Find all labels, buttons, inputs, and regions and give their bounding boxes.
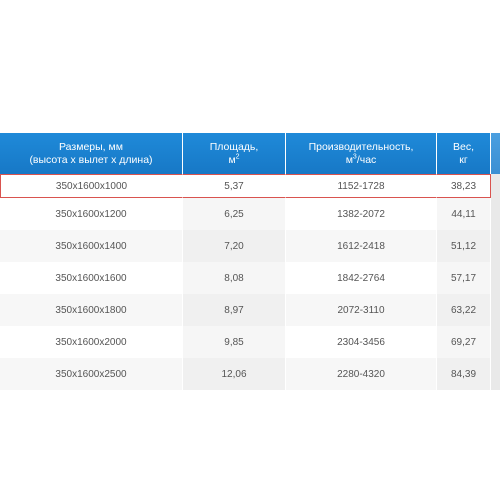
table-row[interactable]: 350x1600x1800 8,97 2072-3110 63,22 xyxy=(0,294,500,326)
cell-size: 350x1600x1200 xyxy=(0,198,183,230)
cell-weight: 69,27 xyxy=(437,326,491,358)
radiator-spec-table-wrap: Размеры, мм (высота х вылет х длина) Пло… xyxy=(0,133,500,390)
cell-performance: 1382-2072 xyxy=(286,198,437,230)
cell-performance: 2304-3456 xyxy=(286,326,437,358)
header-weight: Вес, кг xyxy=(437,133,491,174)
cell-area: 6,25 xyxy=(183,198,286,230)
table-row[interactable]: 350x1600x2500 12,06 2280-4320 84,39 xyxy=(0,358,500,390)
table-header: Размеры, мм (высота х вылет х длина) Пло… xyxy=(0,133,500,174)
cell-extra xyxy=(491,294,500,326)
header-performance: Производительность, м3/час xyxy=(286,133,437,174)
cell-area: 9,85 xyxy=(183,326,286,358)
table-row[interactable]: 350x1600x1400 7,20 1612-2418 51,12 xyxy=(0,230,500,262)
table-row[interactable]: 350x1600x1600 8,08 1842-2764 57,17 xyxy=(0,262,500,294)
header-size-line2: (высота х вылет х длина) xyxy=(29,153,153,166)
cell-size: 350x1600x2500 xyxy=(0,358,183,390)
cell-weight: 51,12 xyxy=(437,230,491,262)
header-area-unit: м2 xyxy=(228,153,240,166)
cell-extra xyxy=(491,358,500,390)
header-size-line1: Размеры, мм xyxy=(59,140,123,153)
cell-area: 12,06 xyxy=(183,358,286,390)
cell-extra xyxy=(491,326,500,358)
cell-extra xyxy=(491,174,500,198)
cell-size: 350x1600x1000 xyxy=(0,174,183,198)
cell-size: 350x1600x1400 xyxy=(0,230,183,262)
header-weight-line2: кг xyxy=(459,153,468,166)
cell-area: 8,08 xyxy=(183,262,286,294)
cell-size: 350x1600x2000 xyxy=(0,326,183,358)
cell-weight: 84,39 xyxy=(437,358,491,390)
table-row[interactable]: 350x1600x1000 5,37 1152-1728 38,23 xyxy=(0,174,500,198)
table-row[interactable]: 350x1600x1200 6,25 1382-2072 44,11 xyxy=(0,198,500,230)
cell-extra xyxy=(491,262,500,294)
cell-area: 7,20 xyxy=(183,230,286,262)
cell-area: 5,37 xyxy=(183,174,286,198)
cell-weight: 38,23 xyxy=(437,174,491,198)
header-performance-line1: Производительность, xyxy=(308,140,414,153)
cell-performance: 1612-2418 xyxy=(286,230,437,262)
table-row[interactable]: 350x1600x2000 9,85 2304-3456 69,27 xyxy=(0,326,500,358)
cell-performance: 1152-1728 xyxy=(286,174,437,198)
cell-performance: 1842-2764 xyxy=(286,262,437,294)
cell-size: 350x1600x1600 xyxy=(0,262,183,294)
cell-area: 8,97 xyxy=(183,294,286,326)
header-row: Размеры, мм (высота х вылет х длина) Пло… xyxy=(0,133,500,174)
header-performance-unit: м3/час xyxy=(345,153,377,166)
cell-extra xyxy=(491,230,500,262)
radiator-spec-table: Размеры, мм (высота х вылет х длина) Пло… xyxy=(0,133,500,390)
cell-performance: 2072-3110 xyxy=(286,294,437,326)
cell-weight: 57,17 xyxy=(437,262,491,294)
header-weight-line1: Вес, xyxy=(452,140,474,153)
cell-extra xyxy=(491,198,500,230)
header-size: Размеры, мм (высота х вылет х длина) xyxy=(0,133,183,174)
cell-weight: 63,22 xyxy=(437,294,491,326)
header-extra xyxy=(491,133,500,174)
cell-weight: 44,11 xyxy=(437,198,491,230)
header-area-line1: Площадь, xyxy=(209,140,259,153)
cell-size: 350x1600x1800 xyxy=(0,294,183,326)
table-body: 350x1600x1000 5,37 1152-1728 38,23 350x1… xyxy=(0,174,500,390)
cell-performance: 2280-4320 xyxy=(286,358,437,390)
header-area: Площадь, м2 xyxy=(183,133,286,174)
